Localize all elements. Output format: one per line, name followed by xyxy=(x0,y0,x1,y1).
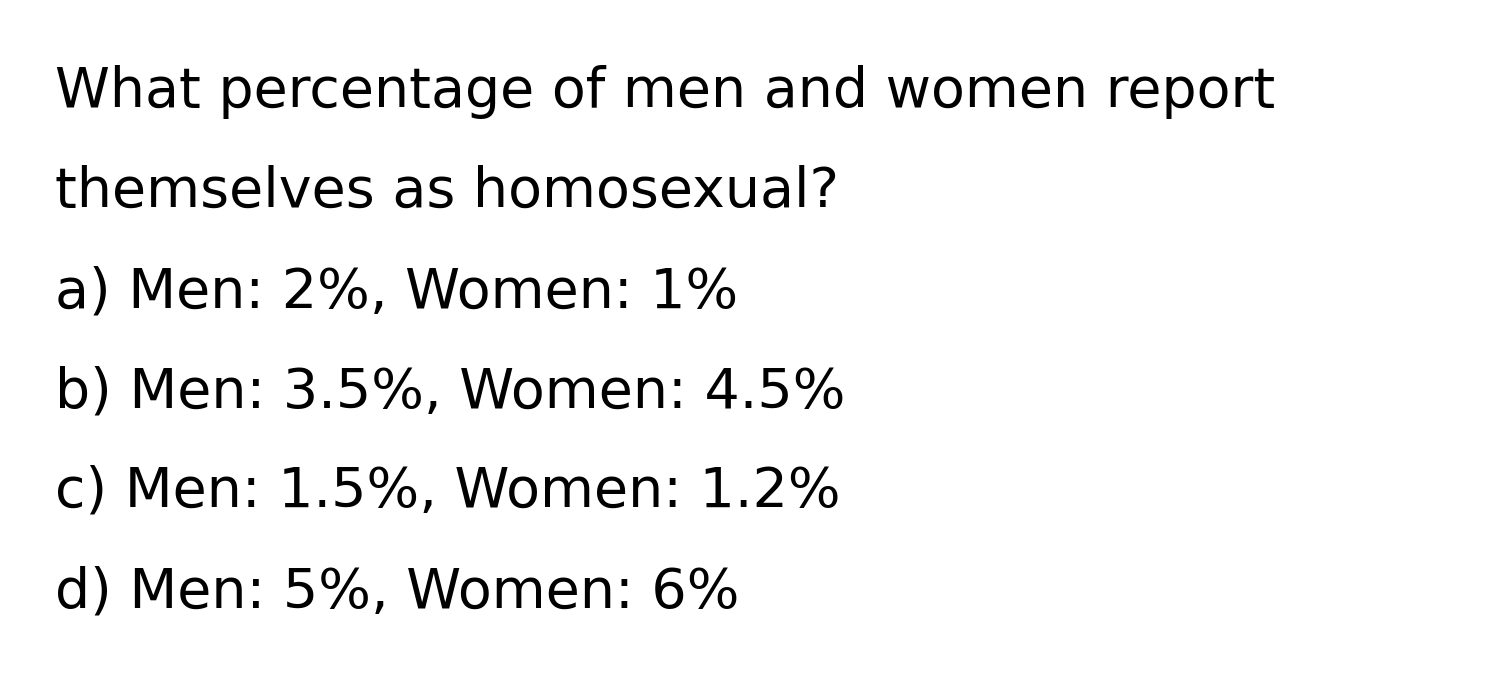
Text: What percentage of men and women report: What percentage of men and women report xyxy=(56,65,1275,119)
Text: d) Men: 5%, Women: 6%: d) Men: 5%, Women: 6% xyxy=(56,565,740,619)
Text: b) Men: 3.5%, Women: 4.5%: b) Men: 3.5%, Women: 4.5% xyxy=(56,365,846,419)
Text: c) Men: 1.5%, Women: 1.2%: c) Men: 1.5%, Women: 1.2% xyxy=(56,465,840,519)
Text: themselves as homosexual?: themselves as homosexual? xyxy=(56,165,838,219)
Text: a) Men: 2%, Women: 1%: a) Men: 2%, Women: 1% xyxy=(56,265,738,319)
